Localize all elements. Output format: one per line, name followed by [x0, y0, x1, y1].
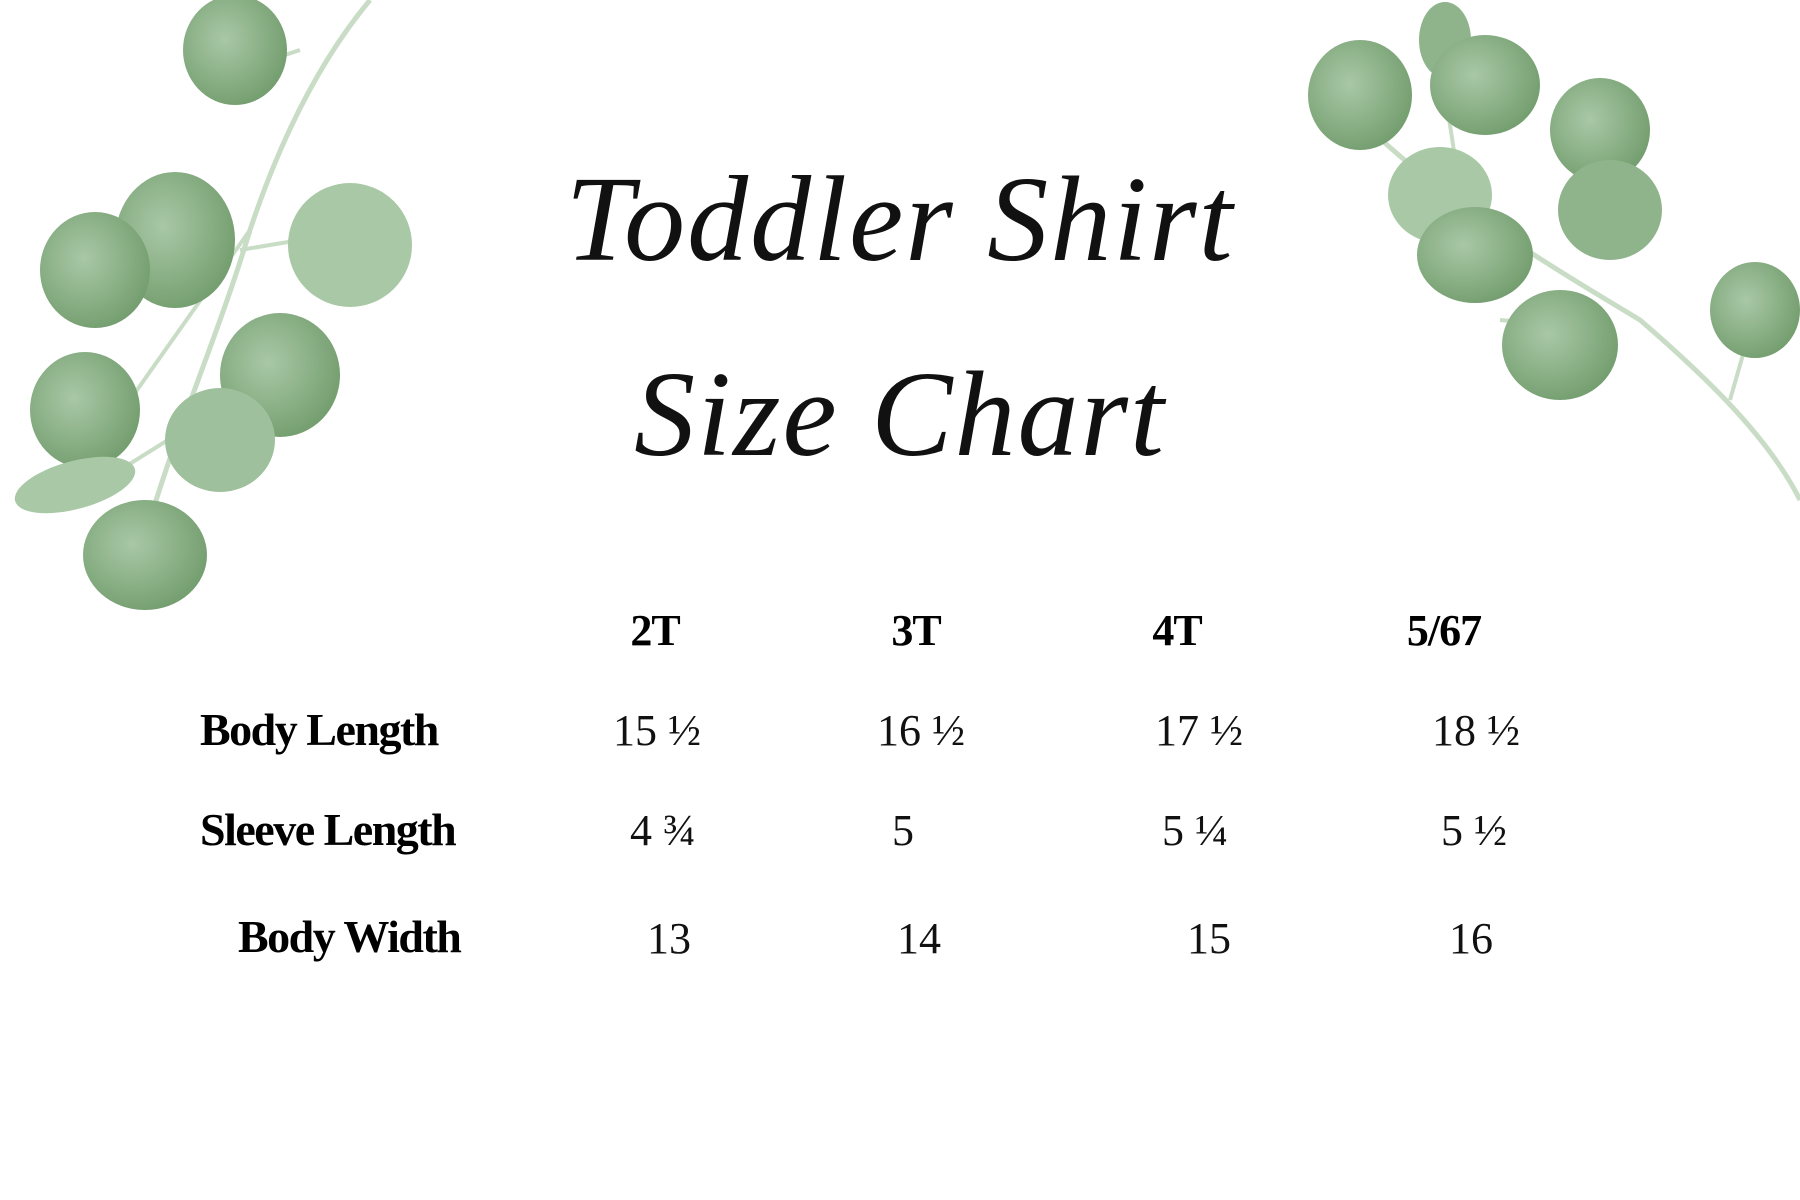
row-label-body-width: Body Width [238, 911, 462, 962]
row-label-sleeve-length: Sleeve Length [200, 804, 457, 855]
title-line-2: Size Chart [634, 347, 1166, 482]
cell-body-width-4t: 15 [1187, 914, 1231, 963]
cell-body-width-2t: 13 [647, 914, 691, 963]
row-label-body-length: Body Length [200, 704, 439, 755]
cell-body-length-4t: 17 ½ [1155, 706, 1243, 755]
column-header-4t: 4T [1152, 606, 1202, 655]
column-header-3t: 3T [891, 606, 941, 655]
cell-body-length-2t: 15 ½ [613, 706, 701, 755]
column-header-2t: 2T [630, 606, 680, 655]
cell-body-length-5-67: 18 ½ [1432, 706, 1520, 755]
column-header-5-67: 5/67 [1406, 606, 1482, 655]
title-line-1: Toddler Shirt [565, 152, 1235, 287]
cell-body-width-3t: 14 [897, 914, 941, 963]
cell-body-width-5-67: 16 [1449, 914, 1493, 963]
cell-sleeve-length-4t: 5 ¼ [1162, 806, 1228, 855]
eucalyptus-right-decoration [1308, 2, 1800, 502]
cell-sleeve-length-2t: 4 ¾ [630, 806, 696, 855]
cell-body-length-3t: 16 ½ [877, 706, 965, 755]
eucalyptus-left-decoration [14, 0, 412, 610]
cell-sleeve-length-5-67: 5 ½ [1441, 806, 1507, 855]
cell-sleeve-length-3t: 5 [892, 806, 914, 855]
